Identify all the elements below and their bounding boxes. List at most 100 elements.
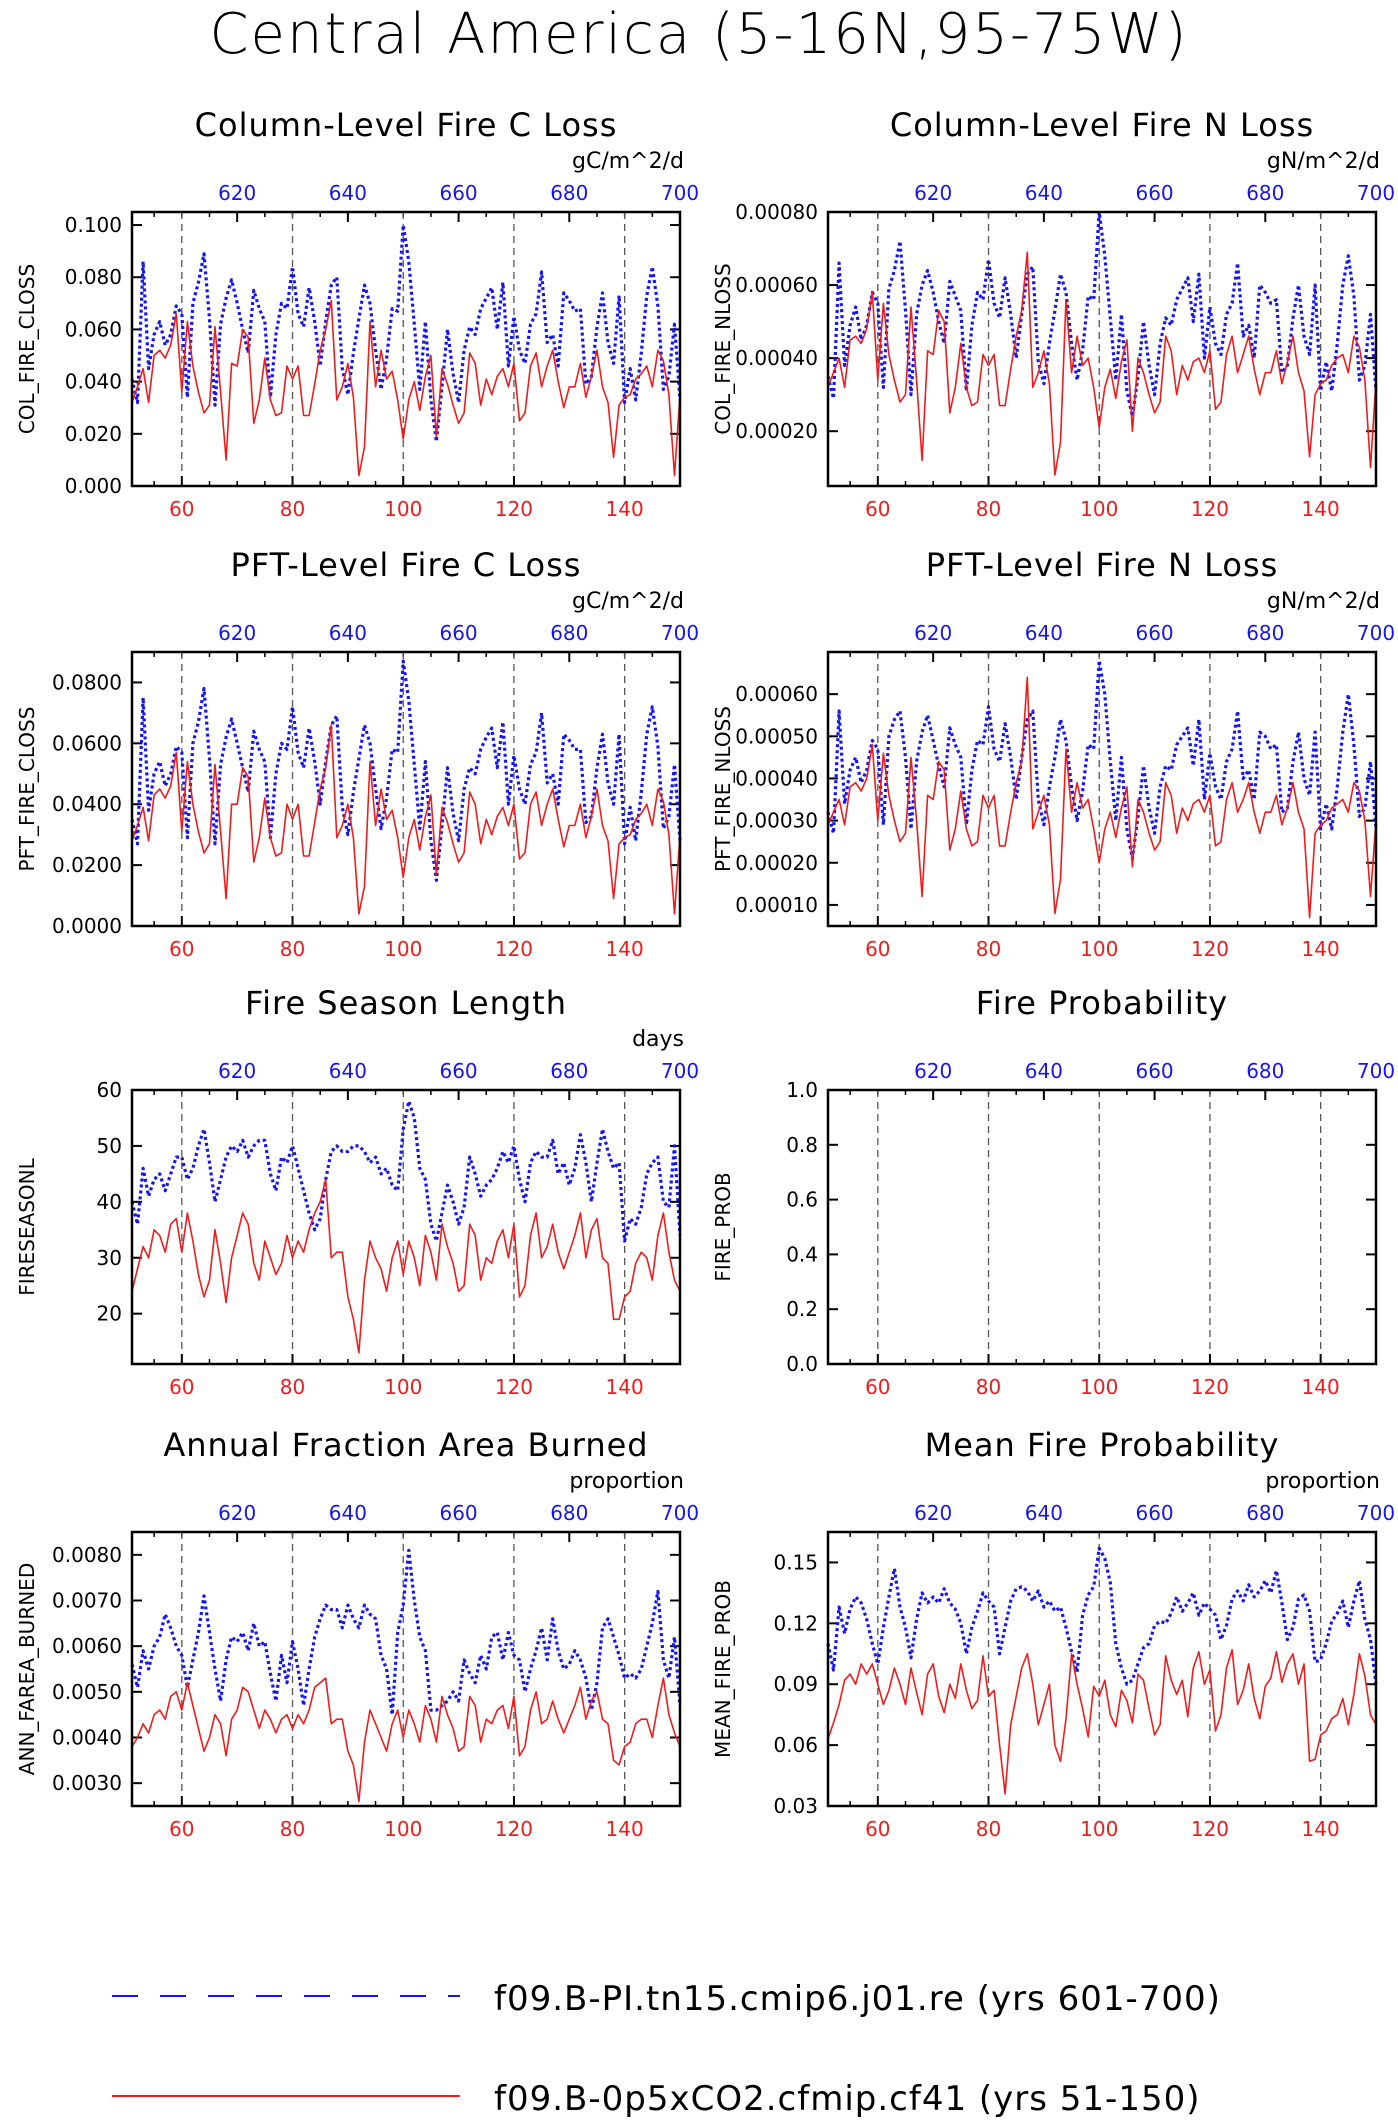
y-tick-label: 0.040 xyxy=(65,370,122,394)
units-label: gN/m^2/d xyxy=(1267,149,1380,174)
x-bottom-tick-label: 140 xyxy=(606,1375,644,1399)
y-axis-label: PFT_FIRE_NLOSS xyxy=(711,706,735,872)
y-tick-label: 60 xyxy=(97,1078,122,1102)
units-label: gC/m^2/d xyxy=(572,589,684,614)
y-tick-label: 0.100 xyxy=(65,213,122,237)
legend: f09.B-PI.tn15.cmip6.j01.re (yrs 601-700)… xyxy=(112,1979,1220,2119)
chart-panel: PFT-Level Fire C Loss gC/m^2/d 620 640 660 68… xyxy=(15,546,699,961)
series-line-blue xyxy=(130,1099,682,1243)
y-tick-label: 0.09 xyxy=(773,1672,818,1696)
y-tick-label: 0.0070 xyxy=(52,1589,122,1613)
y-tick-label: 0.03 xyxy=(773,1794,818,1818)
y-tick-label: 1.0 xyxy=(786,1078,818,1102)
x-top-tick-label: 680 xyxy=(550,1059,588,1083)
y-tick-label: 0.020 xyxy=(65,422,122,446)
y-tick-label: 20 xyxy=(97,1302,122,1326)
plot-frame xyxy=(826,650,1378,928)
y-tick-label: 0.0030 xyxy=(52,1771,122,1795)
y-tick-label: 0.0800 xyxy=(52,670,122,694)
x-bottom-tick-label: 140 xyxy=(606,497,644,521)
panel-title: Fire Probability xyxy=(976,984,1228,1022)
chart-panel: Mean Fire Probability proportion 620 640 660… xyxy=(711,1426,1395,1841)
x-bottom-tick-label: 80 xyxy=(976,937,1001,961)
x-bottom-tick-label: 60 xyxy=(865,937,890,961)
y-tick-label: 0.6 xyxy=(786,1188,818,1212)
x-bottom-tick-label: 100 xyxy=(384,497,422,521)
series-line-blue xyxy=(826,658,1378,861)
y-tick-label: 0.0600 xyxy=(52,731,122,755)
x-top-tick-label: 640 xyxy=(1025,181,1063,205)
x-bottom-tick-label: 120 xyxy=(495,497,533,521)
plot-frame xyxy=(130,210,682,488)
x-top-tick-label: 640 xyxy=(1025,621,1063,645)
x-top-tick-label: 660 xyxy=(1135,1059,1173,1083)
y-tick-label: 0.00040 xyxy=(735,766,818,790)
y-tick-label: 40 xyxy=(97,1190,122,1214)
panel-title: PFT-Level Fire N Loss xyxy=(926,546,1279,584)
x-bottom-tick-label: 60 xyxy=(169,937,194,961)
y-tick-label: 0.06 xyxy=(773,1733,818,1757)
y-tick-label: 0.00060 xyxy=(735,273,818,297)
x-bottom-tick-label: 120 xyxy=(495,1817,533,1841)
panel-title: Column-Level Fire N Loss xyxy=(890,106,1314,144)
x-bottom-tick-label: 100 xyxy=(1080,1817,1118,1841)
x-top-tick-label: 640 xyxy=(1025,1501,1063,1525)
series-line-red xyxy=(131,724,681,915)
y-tick-label: 0.00030 xyxy=(735,809,818,833)
y-tick-label: 0.4 xyxy=(786,1242,818,1266)
y-tick-label: 0.2 xyxy=(786,1297,818,1321)
x-top-tick-label: 660 xyxy=(439,1059,477,1083)
x-top-tick-label: 700 xyxy=(1357,621,1395,645)
y-tick-label: 0.060 xyxy=(65,317,122,341)
series-line-red xyxy=(131,1178,681,1354)
chart-panel: PFT-Level Fire N Loss gN/m^2/d 620 640 660 68… xyxy=(711,546,1395,961)
x-top-tick-label: 660 xyxy=(1135,1501,1173,1525)
x-bottom-tick-label: 80 xyxy=(280,1817,305,1841)
chart-panel: Annual Fraction Area Burned proportion 620… xyxy=(15,1426,699,1841)
y-axis-label: ANN_FAREA_BURNED xyxy=(15,1563,39,1775)
x-top-tick-label: 680 xyxy=(550,621,588,645)
y-tick-label: 0.0200 xyxy=(52,853,122,877)
x-top-tick-label: 640 xyxy=(329,181,367,205)
panel-title: Fire Season Length xyxy=(245,984,567,1022)
x-bottom-tick-label: 60 xyxy=(169,497,194,521)
chart-panel: Fire Season Length days 620 640 660 680 700 60 8… xyxy=(15,984,699,1399)
panel-title: Annual Fraction Area Burned xyxy=(163,1426,648,1464)
x-bottom-tick-label: 80 xyxy=(280,1375,305,1399)
x-bottom-tick-label: 140 xyxy=(1302,1375,1340,1399)
series-line-red xyxy=(827,1648,1377,1795)
x-bottom-tick-label: 100 xyxy=(384,937,422,961)
x-top-tick-label: 620 xyxy=(218,1501,256,1525)
x-bottom-tick-label: 120 xyxy=(1191,1817,1229,1841)
y-tick-label: 0.00060 xyxy=(735,682,818,706)
x-top-tick-label: 680 xyxy=(550,1501,588,1525)
x-top-tick-label: 700 xyxy=(1357,1501,1395,1525)
units-label: proportion xyxy=(1265,1469,1380,1494)
x-top-tick-label: 660 xyxy=(439,181,477,205)
x-bottom-tick-label: 60 xyxy=(169,1375,194,1399)
x-top-tick-label: 620 xyxy=(914,181,952,205)
x-top-tick-label: 660 xyxy=(1135,621,1173,645)
y-axis-label: COL_FIRE_NLOSS xyxy=(711,263,735,434)
x-top-tick-label: 700 xyxy=(661,621,699,645)
x-top-tick-label: 640 xyxy=(329,1059,367,1083)
x-top-tick-label: 640 xyxy=(329,1501,367,1525)
x-top-tick-label: 700 xyxy=(661,1501,699,1525)
y-tick-label: 0.0040 xyxy=(52,1726,122,1750)
x-bottom-tick-label: 80 xyxy=(976,497,1001,521)
plot-frame xyxy=(826,1530,1378,1808)
y-tick-label: 0.00080 xyxy=(735,200,818,224)
x-top-tick-label: 680 xyxy=(1246,621,1284,645)
x-bottom-tick-label: 140 xyxy=(606,1817,644,1841)
series-line-red xyxy=(131,1677,681,1803)
x-top-tick-label: 620 xyxy=(914,1059,952,1083)
y-tick-label: 0.0050 xyxy=(52,1680,122,1704)
y-axis-label: PFT_FIRE_CLOSS xyxy=(15,707,39,872)
series-line-red xyxy=(131,299,681,477)
y-axis-label: FIRE_PROB xyxy=(711,1172,735,1281)
x-bottom-tick-label: 140 xyxy=(1302,1817,1340,1841)
x-bottom-tick-label: 60 xyxy=(169,1817,194,1841)
x-top-tick-label: 620 xyxy=(914,621,952,645)
x-bottom-tick-label: 80 xyxy=(976,1375,1001,1399)
